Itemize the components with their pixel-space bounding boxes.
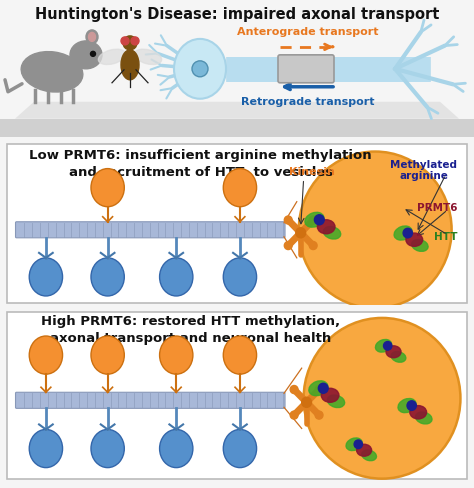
Ellipse shape: [315, 411, 323, 419]
Text: HTT: HTT: [434, 232, 457, 242]
Ellipse shape: [284, 242, 292, 249]
Circle shape: [383, 342, 392, 350]
Ellipse shape: [123, 36, 137, 50]
Ellipse shape: [29, 429, 63, 468]
Text: PRMT6: PRMT6: [417, 203, 457, 213]
Ellipse shape: [391, 351, 406, 362]
Ellipse shape: [318, 220, 335, 234]
Ellipse shape: [91, 168, 124, 207]
Ellipse shape: [323, 226, 341, 239]
Text: Low PRMT6: insufficient arginine methylation
and recruitment of HTT  to vesicles: Low PRMT6: insufficient arginine methyla…: [29, 148, 372, 179]
Ellipse shape: [309, 216, 317, 224]
Ellipse shape: [223, 336, 256, 374]
Circle shape: [301, 397, 311, 407]
Ellipse shape: [398, 399, 416, 413]
Ellipse shape: [386, 346, 401, 358]
Circle shape: [314, 215, 324, 225]
Circle shape: [354, 440, 363, 448]
Ellipse shape: [284, 216, 292, 224]
Ellipse shape: [70, 41, 102, 69]
Ellipse shape: [416, 412, 432, 424]
Ellipse shape: [91, 429, 124, 468]
Ellipse shape: [394, 226, 412, 240]
Ellipse shape: [305, 212, 324, 227]
Ellipse shape: [315, 386, 323, 393]
Ellipse shape: [160, 429, 193, 468]
Ellipse shape: [346, 438, 362, 450]
Ellipse shape: [29, 336, 63, 374]
Ellipse shape: [362, 450, 376, 461]
Ellipse shape: [89, 32, 95, 41]
Circle shape: [319, 383, 328, 393]
Ellipse shape: [160, 336, 193, 374]
Ellipse shape: [134, 49, 162, 64]
Ellipse shape: [192, 61, 208, 77]
Ellipse shape: [411, 240, 428, 251]
Ellipse shape: [304, 318, 460, 479]
Text: Methylated
arginine: Methylated arginine: [391, 160, 457, 181]
Ellipse shape: [223, 258, 256, 296]
Ellipse shape: [321, 388, 339, 402]
Ellipse shape: [309, 242, 317, 249]
Ellipse shape: [121, 50, 139, 80]
Ellipse shape: [299, 152, 452, 308]
Text: Huntington's Disease: impaired axonal transport: Huntington's Disease: impaired axonal tr…: [35, 7, 439, 22]
Ellipse shape: [21, 52, 83, 92]
Text: Anterograde transport: Anterograde transport: [237, 27, 379, 37]
FancyBboxPatch shape: [16, 392, 285, 408]
Text: Retrograde transport: Retrograde transport: [241, 97, 375, 107]
FancyBboxPatch shape: [7, 143, 467, 303]
Text: High PRMT6: restored HTT methylation,
axonal transport and neuronal health: High PRMT6: restored HTT methylation, ax…: [41, 315, 340, 345]
Circle shape: [121, 37, 129, 45]
Ellipse shape: [86, 30, 98, 44]
Ellipse shape: [406, 233, 423, 246]
Ellipse shape: [356, 444, 372, 456]
Ellipse shape: [223, 429, 256, 468]
Ellipse shape: [290, 386, 298, 393]
Polygon shape: [0, 119, 474, 137]
Ellipse shape: [91, 258, 124, 296]
FancyBboxPatch shape: [278, 55, 334, 83]
Ellipse shape: [410, 406, 427, 419]
Ellipse shape: [328, 395, 345, 407]
Ellipse shape: [160, 258, 193, 296]
Polygon shape: [15, 102, 459, 119]
Circle shape: [91, 51, 95, 56]
Ellipse shape: [375, 340, 392, 352]
FancyBboxPatch shape: [16, 222, 285, 238]
Circle shape: [407, 401, 416, 410]
Circle shape: [131, 37, 139, 45]
Ellipse shape: [174, 39, 226, 99]
Ellipse shape: [91, 336, 124, 374]
Ellipse shape: [223, 168, 256, 207]
Ellipse shape: [290, 411, 298, 419]
Ellipse shape: [99, 49, 126, 64]
Text: Kinesin: Kinesin: [289, 166, 335, 177]
Circle shape: [403, 228, 412, 238]
Ellipse shape: [309, 381, 328, 396]
FancyBboxPatch shape: [7, 312, 467, 479]
Circle shape: [296, 228, 306, 238]
Ellipse shape: [29, 258, 63, 296]
